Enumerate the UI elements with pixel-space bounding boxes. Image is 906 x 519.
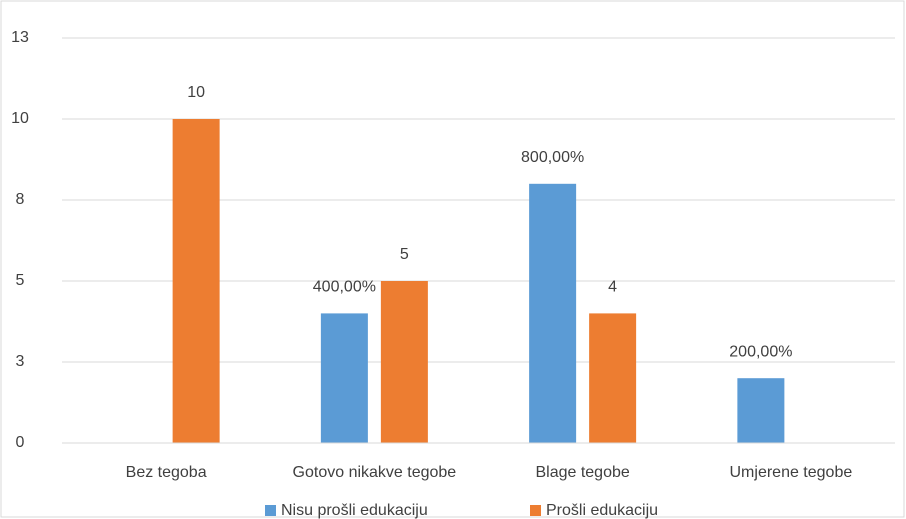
bar	[589, 313, 637, 443]
legend-swatch	[265, 505, 276, 516]
y-tick-label: 0	[16, 434, 25, 451]
legend-label: Prošli edukaciju	[546, 502, 658, 519]
data-label: 200,00%	[729, 343, 792, 360]
y-tick-label: 8	[16, 191, 25, 208]
y-tick-label: 5	[16, 272, 25, 289]
bar	[320, 313, 368, 443]
x-tick-label: Gotovo nikakve tegobe	[292, 464, 457, 481]
legend-swatch	[530, 505, 541, 516]
legend-label: Nisu prošli edukaciju	[281, 502, 428, 519]
bar	[529, 183, 577, 444]
bar	[737, 378, 785, 443]
data-label: 5	[400, 246, 409, 263]
y-tick-label: 10	[11, 110, 29, 127]
bar	[172, 119, 220, 443]
data-label: 4	[608, 279, 617, 296]
bar	[380, 281, 428, 443]
x-tick-label: Umjerene tegobe	[729, 464, 853, 481]
x-tick-label: Bez tegoba	[125, 464, 207, 481]
data-label: 800,00%	[521, 149, 584, 166]
data-label: 10	[187, 84, 205, 101]
y-tick-label: 13	[11, 29, 29, 46]
y-tick-label: 3	[16, 353, 25, 370]
data-label: 400,00%	[313, 279, 376, 296]
x-tick-label: Blage tegobe	[535, 464, 630, 481]
